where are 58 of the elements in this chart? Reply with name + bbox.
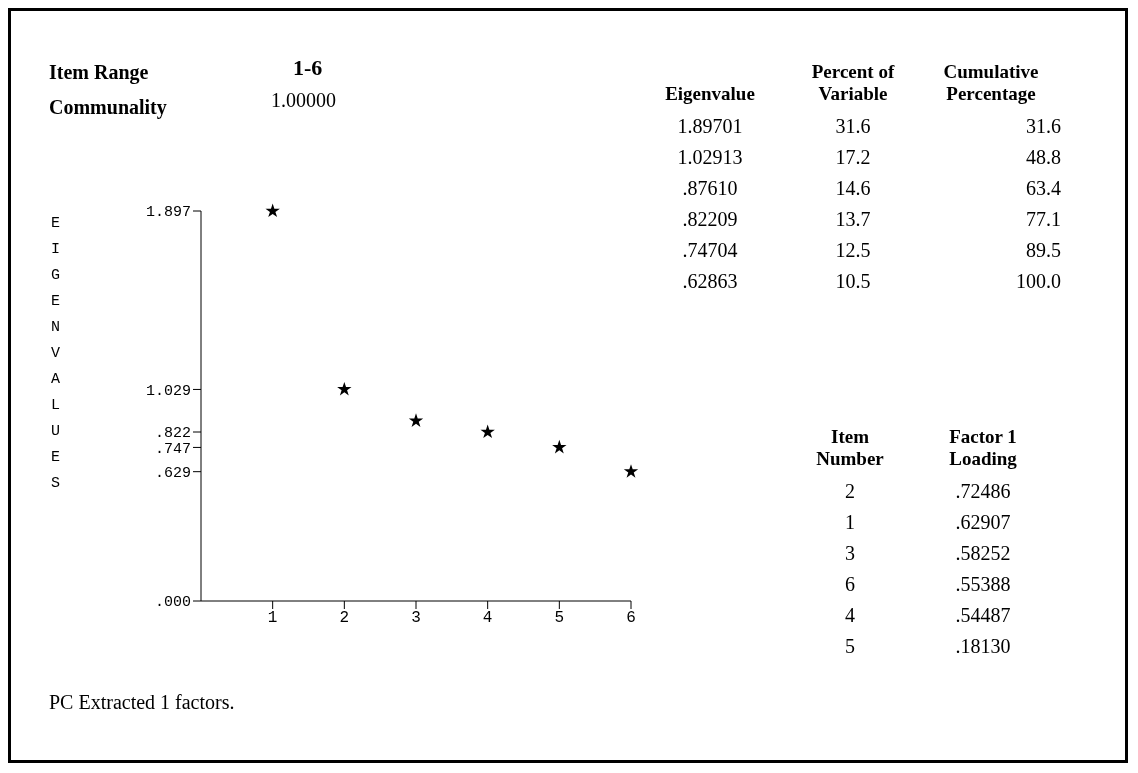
- point: [623, 464, 639, 478]
- text: .62863: [681, 269, 739, 294]
- text: 6: [844, 572, 856, 597]
- text: 31.6: [834, 114, 872, 139]
- text: PC Extracted 1 factors.: [49, 691, 235, 714]
- y-tick-label: .000: [154, 594, 191, 612]
- text: 14.6: [834, 176, 872, 201]
- y-tick-label: .747: [154, 440, 191, 458]
- category-label: Item Number: [815, 426, 885, 471]
- x-tick-label: 2: [339, 609, 350, 628]
- text: .58252: [954, 541, 1012, 566]
- text: 1.89701: [676, 114, 744, 139]
- text: .18130: [954, 634, 1012, 659]
- text: 12.5: [834, 238, 872, 263]
- y-tick-label: .822: [154, 425, 191, 443]
- category-label: Eigenvalue: [664, 82, 756, 106]
- x-tick-label: 4: [482, 609, 493, 628]
- x-tick-label: 1: [267, 609, 278, 628]
- text: .55388: [954, 572, 1012, 597]
- text: 63.4: [1025, 176, 1062, 201]
- text: 1.02913: [676, 145, 744, 170]
- text: .72486: [954, 479, 1012, 504]
- text: 1-6: [293, 55, 323, 81]
- text: 48.8: [1025, 145, 1062, 170]
- x-tick-label: 6: [626, 609, 636, 628]
- category-label: Factor 1 Loading: [948, 426, 1018, 471]
- text: .54487: [954, 603, 1012, 628]
- text: 89.5: [1025, 238, 1062, 263]
- point: [480, 424, 495, 439]
- text: 100.0: [1015, 269, 1062, 294]
- text: 77.1: [1025, 207, 1062, 232]
- point: [337, 381, 352, 396]
- text: .82209: [681, 207, 739, 232]
- text: 17.2: [834, 145, 872, 170]
- text: .62907: [954, 510, 1012, 535]
- text: Communality: [49, 96, 167, 119]
- y-tick-label: 1.897: [145, 204, 191, 222]
- x-tick-label: 5: [554, 609, 565, 628]
- point: [552, 439, 567, 454]
- text: 3: [844, 541, 856, 566]
- text: 1.00000: [271, 89, 336, 112]
- point: [265, 203, 280, 218]
- y-tick-label: 1.029: [145, 382, 191, 400]
- text: 5: [844, 634, 856, 659]
- x-tick-label: 3: [411, 609, 421, 628]
- text: .87610: [681, 176, 739, 201]
- category-label: Percent of Variable: [810, 61, 896, 106]
- text: 10.5: [834, 269, 872, 294]
- text: 2: [844, 479, 856, 504]
- point: [408, 413, 424, 428]
- text: 31.6: [1025, 114, 1062, 139]
- category-label: Cumulative Percentage: [942, 61, 1040, 106]
- text: Item Range: [49, 61, 149, 84]
- text: 1: [844, 510, 856, 535]
- y-tick-label: .629: [154, 465, 191, 483]
- text: 13.7: [834, 207, 872, 232]
- text: .74704: [681, 238, 739, 263]
- text: EIGENVALUES: [51, 215, 61, 492]
